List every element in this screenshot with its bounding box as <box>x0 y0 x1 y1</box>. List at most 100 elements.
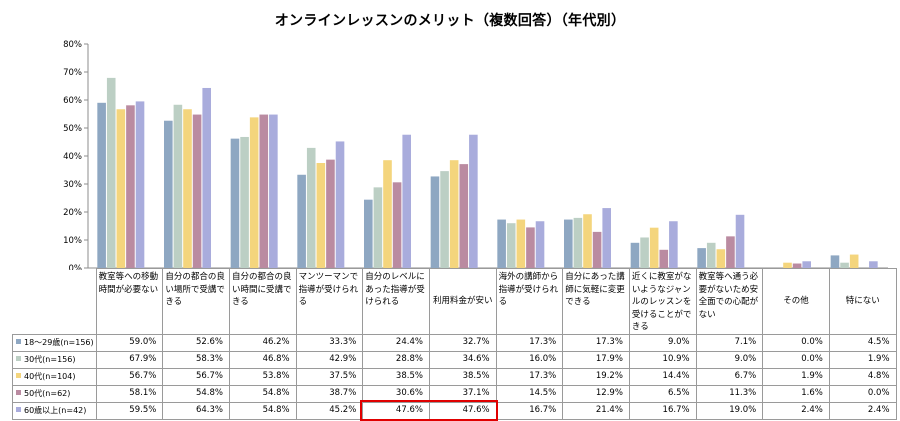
category-label: マンツーマンで指導が受けられる <box>295 268 364 335</box>
category-label: 教室等へ通う必要がないため安全面での心配がない <box>695 268 764 335</box>
bar <box>792 263 802 268</box>
category-row: 教室等への移動時間が必要ない 自分の都合の良い場所で受講できる 自分の都合の良い時間… <box>12 268 897 335</box>
data-label: 42.9% <box>295 350 364 369</box>
data-label: 9.0% <box>695 350 764 369</box>
data-label: 59.5% <box>95 401 164 420</box>
data-label: 37.5% <box>295 367 364 386</box>
category-label: 自分にあった講師に気軽に変更できる <box>562 268 630 335</box>
data-label: 6.5% <box>628 384 697 403</box>
data-label: 58.1% <box>95 384 164 403</box>
bar <box>497 219 506 268</box>
series-label: 18～29歳(n=156) <box>12 333 97 352</box>
series-label: 40代(n=104) <box>12 367 97 386</box>
bar <box>135 101 145 269</box>
bar <box>649 227 659 268</box>
bar <box>259 114 269 268</box>
category-label: 利用料金が安い <box>428 268 497 335</box>
data-label: 38.5% <box>362 367 430 386</box>
table-row: 18～29歳(n=156) 59.0% 52.6% 46.2% 33.3% 24.4% 32… <box>12 333 897 352</box>
data-label: 64.3% <box>162 401 230 420</box>
bar <box>402 134 411 268</box>
chart-plot: 0% 10% 20% 30% 40% 50% 60% 70% 80% <box>63 40 888 270</box>
bar <box>306 147 316 268</box>
category-label: 近くに教室がないようなジャンルのレッスンを受けることができる <box>628 268 697 335</box>
data-label: 17.3% <box>562 333 630 352</box>
legend-swatch <box>16 339 21 344</box>
data-label: 17.3% <box>495 333 564 352</box>
bar <box>716 249 726 268</box>
bar <box>783 262 792 268</box>
data-label: 0.0% <box>762 350 830 369</box>
bar <box>469 134 478 268</box>
data-label: 46.2% <box>228 333 297 352</box>
bar <box>326 159 335 268</box>
data-label: 56.7% <box>95 367 164 386</box>
bar <box>849 254 859 268</box>
bar <box>392 182 402 268</box>
data-label: 10.9% <box>628 350 697 369</box>
bar <box>735 214 745 268</box>
bar <box>726 236 735 268</box>
data-label: 16.0% <box>495 350 564 369</box>
bar <box>830 255 840 268</box>
data-label: 0.0% <box>762 333 830 352</box>
series-name: 40代(n=104) <box>24 372 76 381</box>
bar <box>430 176 440 268</box>
data-label: 11.3% <box>695 384 764 403</box>
data-label: 38.7% <box>295 384 364 403</box>
bar <box>669 221 678 268</box>
y-tick-label: 50% <box>63 124 82 134</box>
bar <box>659 249 669 268</box>
bar <box>573 217 583 268</box>
y-tick-label: 20% <box>63 208 82 218</box>
data-label: 16.7% <box>628 401 697 420</box>
y-tick-label: 70% <box>63 68 82 78</box>
bar <box>126 105 135 268</box>
data-label: 4.5% <box>828 333 897 352</box>
table-row: 40代(n=104) 56.7% 56.7% 53.8% 37.5% 38.5% 38.5%… <box>12 367 897 386</box>
highlight-box <box>360 400 498 421</box>
bar <box>602 208 611 268</box>
bar <box>583 214 592 268</box>
bar <box>802 261 811 268</box>
y-tick-label: 10% <box>63 236 82 246</box>
bar <box>869 261 878 268</box>
bar <box>192 114 202 268</box>
data-label: 34.6% <box>428 350 497 369</box>
bar <box>364 199 373 268</box>
legend-swatch <box>16 407 21 412</box>
bar <box>449 160 459 268</box>
y-tick-label: 40% <box>63 152 82 162</box>
bar <box>706 242 716 268</box>
bar <box>106 77 116 268</box>
data-label: 6.7% <box>695 367 764 386</box>
data-label: 2.4% <box>828 401 897 420</box>
bar <box>240 136 249 268</box>
table-corner <box>12 268 97 335</box>
y-tick-label: 0% <box>69 264 83 270</box>
bar <box>697 248 706 268</box>
bar <box>535 221 545 268</box>
legend-swatch <box>16 390 21 395</box>
data-label: 17.3% <box>495 367 564 386</box>
category-label: 自分の都合の良い時間に受講できる <box>228 268 297 335</box>
data-label: 1.9% <box>828 350 897 369</box>
series-name: 60歳以上(n=42) <box>24 406 87 415</box>
data-table: 教室等への移動時間が必要ない 自分の都合の良い場所で受講できる 自分の都合の良い時間… <box>12 268 897 420</box>
bar <box>230 138 240 268</box>
data-label: 19.0% <box>695 401 764 420</box>
bar <box>269 114 278 268</box>
data-label: 21.4% <box>562 401 630 420</box>
bar <box>459 164 469 268</box>
series-label: 30代(n=156) <box>12 350 97 369</box>
data-label: 1.6% <box>762 384 830 403</box>
bar <box>297 174 306 268</box>
bar <box>526 227 535 268</box>
category-label: その他 <box>762 268 830 335</box>
category-label: 自分のレベルにあった指導が受けられる <box>362 268 430 335</box>
bar <box>383 160 392 268</box>
bar <box>630 242 640 268</box>
data-label: 54.8% <box>228 401 297 420</box>
data-label: 54.8% <box>228 384 297 403</box>
chart-title: オンラインレッスンのメリット（複数回答）（年代別） <box>274 13 626 29</box>
